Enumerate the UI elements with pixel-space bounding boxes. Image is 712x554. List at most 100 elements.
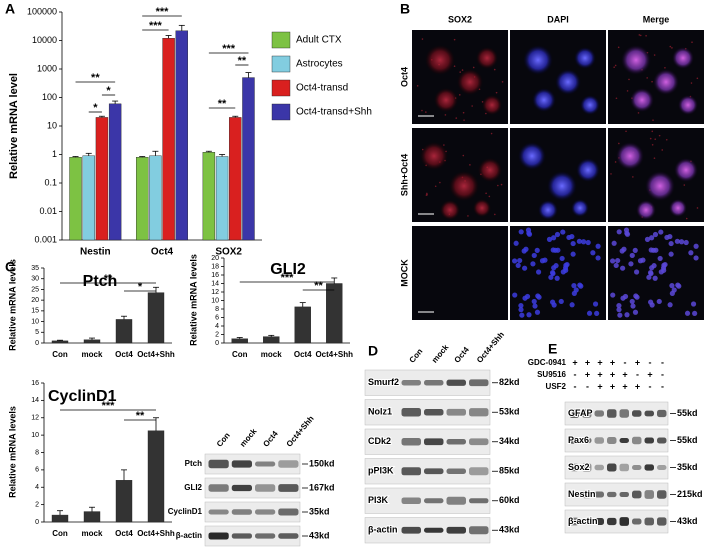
size-label: 60kd <box>499 495 520 505</box>
lane-label: Con <box>408 347 425 365</box>
nucleus <box>615 257 621 264</box>
cell <box>518 142 546 170</box>
band <box>255 461 276 467</box>
cell <box>669 199 687 217</box>
band <box>644 517 654 526</box>
nucleus <box>569 302 575 308</box>
row-label: Pax6 <box>568 435 589 445</box>
row-label: Sox2 <box>568 462 590 472</box>
speckle <box>685 217 688 220</box>
bar <box>51 340 69 344</box>
speckle <box>455 117 458 119</box>
treatment-state: + <box>647 369 652 379</box>
micrograph <box>608 226 704 320</box>
x-tick-label: Nestin <box>80 247 111 258</box>
band <box>469 438 489 446</box>
band <box>619 409 629 418</box>
speckle <box>472 66 475 69</box>
nucleus <box>563 267 569 273</box>
cell <box>555 69 581 95</box>
speckle <box>500 183 503 186</box>
panel-label: A <box>5 1 15 17</box>
nucleus <box>558 298 564 305</box>
nucleus <box>632 247 638 253</box>
nucleus <box>532 303 538 309</box>
band <box>619 491 629 498</box>
band <box>401 467 421 476</box>
micrograph <box>412 226 508 320</box>
speckle <box>462 154 465 157</box>
row-label: GLI2 <box>184 483 202 492</box>
row-label: Shh+Oct4 <box>399 154 409 196</box>
cell <box>580 95 600 115</box>
bar <box>263 336 280 344</box>
y-tick-label: 1000 <box>37 63 57 73</box>
row-label: Nolz1 <box>368 407 392 417</box>
x-tick-label: mock <box>82 529 103 538</box>
speckle <box>665 138 668 141</box>
nucleus <box>651 263 657 269</box>
speckle <box>696 77 699 80</box>
bar <box>115 480 133 523</box>
cell <box>457 69 483 95</box>
nucleus <box>535 293 541 299</box>
speckle <box>614 64 617 67</box>
speckle <box>626 90 629 92</box>
legend-swatch <box>271 103 291 121</box>
size-label: 43kd <box>499 525 520 535</box>
cell <box>645 171 675 201</box>
bar <box>69 157 82 241</box>
cell <box>482 95 502 115</box>
band <box>424 498 444 504</box>
speckle <box>652 119 654 121</box>
band <box>594 464 604 471</box>
band <box>569 409 579 418</box>
size-label: 215kd <box>677 489 703 499</box>
band <box>607 409 617 418</box>
nucleus <box>620 265 626 271</box>
nucleus <box>590 250 596 256</box>
speckle <box>490 132 493 135</box>
significance-label: ** <box>314 280 323 292</box>
treatment-state: - <box>661 369 664 379</box>
nucleus <box>525 227 532 233</box>
cell <box>425 45 455 75</box>
y-tick-label: 10000 <box>32 35 57 45</box>
speckle <box>614 161 617 163</box>
cell <box>616 142 644 170</box>
band <box>632 518 642 525</box>
x-tick-label: Oct4 <box>151 247 174 258</box>
chart-title: GLI2 <box>270 261 306 278</box>
band <box>401 380 421 386</box>
band <box>231 509 252 515</box>
nucleus <box>668 240 674 247</box>
band <box>231 533 252 539</box>
speckle <box>696 207 699 209</box>
significance-label: ** <box>104 273 113 285</box>
size-label: 82kd <box>499 377 520 387</box>
y-tick-label: 14 <box>31 397 39 404</box>
cell <box>678 95 698 115</box>
band <box>582 437 592 444</box>
band <box>424 380 444 386</box>
nucleus <box>671 287 677 293</box>
nucleus <box>513 240 519 246</box>
nucleus <box>553 263 559 269</box>
nucleus <box>688 250 694 256</box>
lane-label: Oct4 <box>261 429 280 449</box>
row-label: pPI3K <box>368 466 394 476</box>
treatment-state: - <box>636 369 639 379</box>
y-tick-label: 4 <box>215 323 219 330</box>
speckle <box>462 111 465 114</box>
nucleus <box>571 283 577 289</box>
y-tick-label: 10 <box>47 120 57 130</box>
nucleus <box>646 274 652 280</box>
band <box>632 436 642 445</box>
nucleus <box>580 239 587 245</box>
row-label: Nestin <box>568 489 596 499</box>
legend-label: Astrocytes <box>296 59 343 70</box>
bar <box>202 152 216 241</box>
row-label: CyclinD1 <box>168 507 203 516</box>
nucleus <box>526 312 532 318</box>
